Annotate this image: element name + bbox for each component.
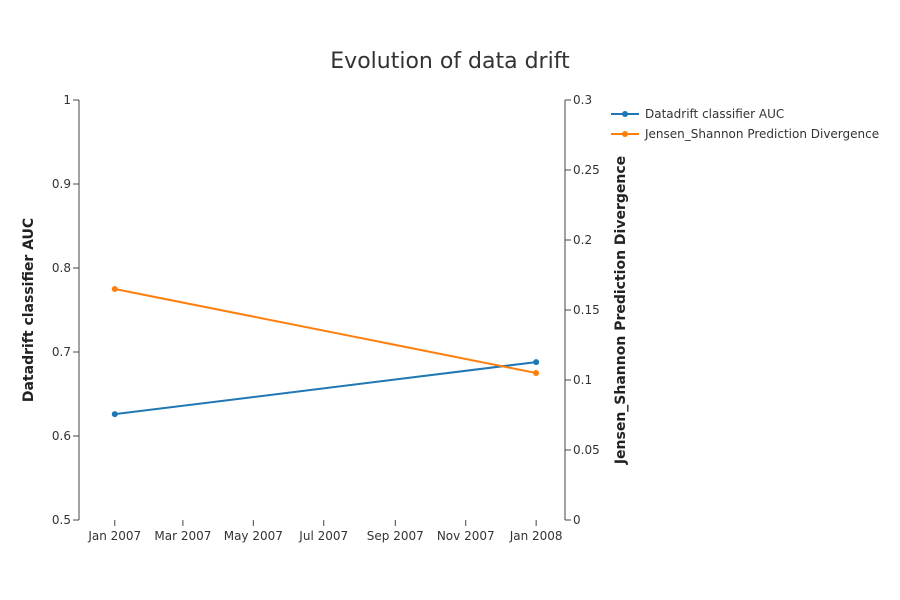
x-tick-label: May 2007	[224, 529, 283, 543]
series-point-1	[111, 411, 118, 418]
series-line-1	[114, 361, 537, 416]
left-y-tick-label: 0.9	[52, 177, 71, 191]
legend: Datadrift classifier AUC Jensen_Shannon P…	[611, 107, 879, 141]
right-y-tick-label: 0.2	[573, 233, 592, 247]
right-y-tick-label: 0.05	[573, 443, 600, 457]
left-y-tick-label: 0.8	[52, 261, 71, 275]
right-y-axis: 0 0.05 0.1 0.15 0.2 0.25 0.3	[565, 93, 600, 527]
right-y-tick-label: 0.1	[573, 373, 592, 387]
right-y-tick-label: 0.25	[573, 163, 600, 177]
legend-entry-label: Jensen_Shannon Prediction Divergence	[644, 127, 879, 141]
left-y-tick-label: 0.7	[52, 345, 71, 359]
x-tick-label: Mar 2007	[154, 529, 211, 543]
x-tick-label: Jan 2008	[509, 529, 563, 543]
x-tick-label: Nov 2007	[437, 529, 495, 543]
plot-area	[111, 286, 540, 418]
x-tick-label: Jul 2007	[298, 529, 348, 543]
series-point-2	[533, 370, 540, 376]
series-point-2	[111, 286, 118, 292]
right-y-axis-title: Jensen_Shannon Prediction Divergence	[613, 156, 629, 465]
left-y-tick-label: 1	[63, 93, 71, 107]
left-y-tick-label: 0.5	[52, 513, 71, 527]
left-y-axis: 0.5 0.6 0.7 0.8 0.9 1	[52, 93, 79, 527]
legend-swatch-marker	[622, 111, 628, 117]
x-tick-label: Sep 2007	[367, 529, 424, 543]
right-y-tick-label: 0.3	[573, 93, 592, 107]
series-line-2	[114, 288, 537, 374]
x-tick-label: Jan 2007	[87, 529, 141, 543]
left-y-tick-label: 0.6	[52, 429, 71, 443]
x-axis: Jan 2007 Mar 2007 May 2007 Jul 2007 Sep 2007…	[87, 520, 563, 543]
series-point-1	[533, 359, 540, 366]
legend-swatch-marker	[622, 131, 628, 137]
left-y-axis-title: Datadrift classifier AUC	[21, 218, 37, 402]
right-y-tick-label: 0	[573, 513, 581, 527]
legend-entry-label: Datadrift classifier AUC	[645, 107, 784, 121]
right-y-tick-label: 0.15	[573, 303, 600, 317]
chart-title: Evolution of data drift	[330, 49, 570, 74]
